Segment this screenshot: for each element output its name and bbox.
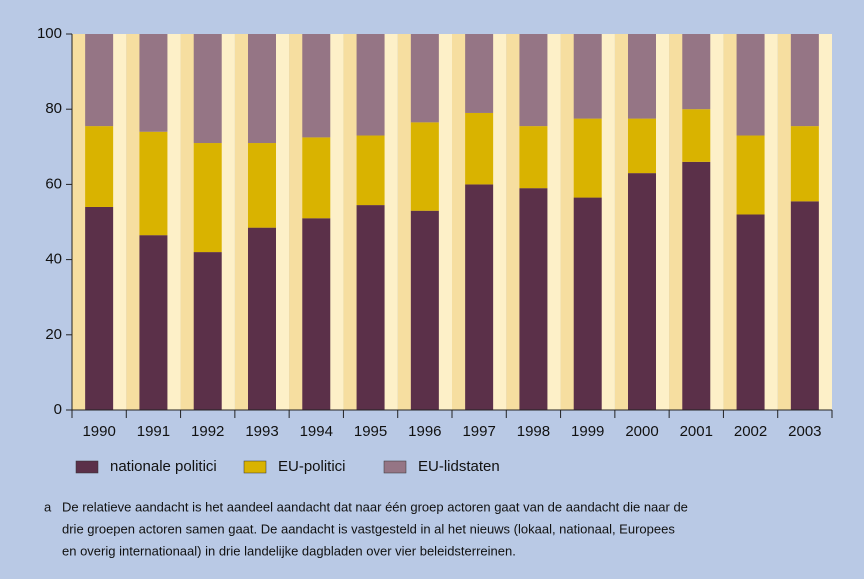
bar-segment (302, 218, 331, 410)
bar-segment (139, 235, 168, 410)
footnote-line: en overig internationaal) in drie landel… (62, 543, 516, 558)
bar-segment (736, 214, 765, 410)
y-tick-label: 20 (45, 326, 62, 343)
bar-segment (356, 205, 385, 410)
bar-segment (302, 34, 331, 138)
bar-segment (139, 131, 168, 236)
x-tick-label: 1993 (245, 423, 278, 440)
legend-label: EU-lidstaten (418, 458, 500, 475)
x-tick-label: 2001 (680, 423, 713, 440)
bar-segment (736, 135, 765, 215)
bar-segment (573, 118, 602, 198)
bar-segment (410, 34, 439, 123)
bar-segment (193, 34, 222, 144)
bar-segment (790, 126, 819, 202)
x-tick-label: 1990 (82, 423, 115, 440)
bar-segment (248, 143, 276, 228)
footnote-line: De relatieve aandacht is het aandeel aan… (62, 499, 688, 514)
bar-segment (790, 34, 819, 127)
x-tick-label: 1998 (517, 423, 550, 440)
y-tick-label: 0 (54, 401, 62, 418)
bar-segment (519, 188, 548, 410)
y-tick-label: 100 (37, 25, 62, 42)
bar-segment (248, 227, 276, 410)
bar-segment (139, 34, 168, 132)
x-tick-label: 2003 (788, 423, 821, 440)
x-tick-label: 1996 (408, 423, 441, 440)
bar-segment (465, 34, 494, 113)
legend-swatch (75, 460, 99, 474)
bar-segment (682, 109, 711, 162)
bar-segment (682, 34, 711, 110)
bar-segment (736, 34, 765, 136)
legend-swatch (383, 460, 407, 474)
x-tick-label: 1992 (191, 423, 224, 440)
x-tick-label: 1995 (354, 423, 387, 440)
bar-segment (465, 184, 494, 410)
bar-segment (248, 34, 276, 144)
bar-segment (85, 206, 114, 410)
bar-segment (519, 34, 548, 127)
y-tick-label: 40 (45, 251, 62, 268)
bar-segment (628, 118, 656, 174)
bar-segment (573, 197, 602, 410)
bar-segment (193, 143, 222, 253)
bar-segment (410, 210, 439, 410)
bar-segment (193, 252, 222, 410)
bar-segment (790, 201, 819, 410)
x-tick-label: 2000 (625, 423, 658, 440)
footnote-line: drie groepen actoren samen gaat. De aand… (62, 521, 675, 536)
bar-segment (519, 126, 548, 189)
bar-segment (302, 137, 331, 219)
bar-segment (628, 173, 656, 410)
x-tick-label: 2002 (734, 423, 767, 440)
bar-segment (410, 122, 439, 211)
footnote-marker: a (44, 499, 52, 514)
bar-segment (356, 135, 385, 206)
legend-swatch (243, 460, 267, 474)
bar-segment (573, 34, 602, 119)
bar-segment (85, 34, 114, 127)
y-tick-label: 60 (45, 175, 62, 192)
x-tick-label: 1999 (571, 423, 604, 440)
bar-segment (628, 34, 656, 119)
bar-segment (682, 161, 711, 410)
x-tick-label: 1991 (137, 423, 170, 440)
x-tick-label: 1994 (300, 423, 333, 440)
bar-segment (356, 34, 385, 136)
bar-segment (85, 126, 114, 207)
legend-label: nationale politici (110, 458, 217, 475)
x-tick-label: 1997 (462, 423, 495, 440)
legend-label: EU-politici (278, 458, 346, 475)
y-tick-label: 80 (45, 100, 62, 117)
bar-segment (465, 112, 494, 185)
